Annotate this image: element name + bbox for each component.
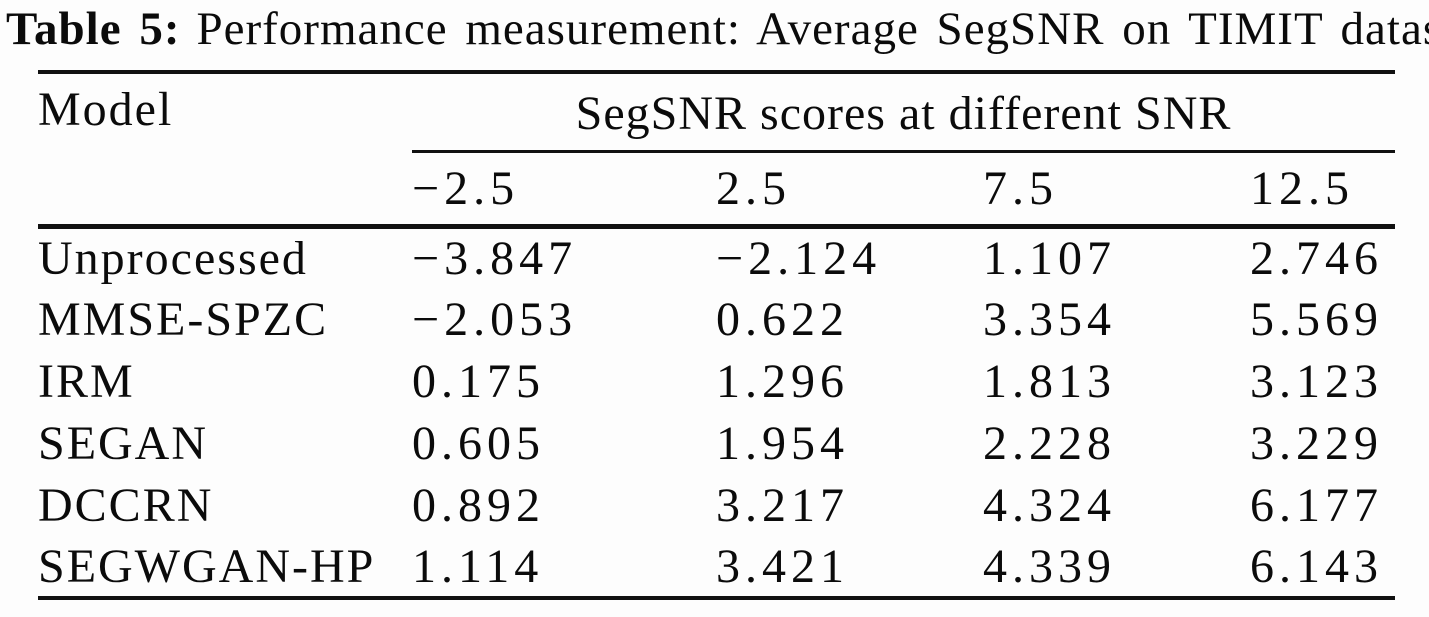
value-cell: 0.605 (412, 416, 545, 470)
results-table: Model SegSNR scores at different SNR −2.… (38, 70, 1396, 600)
value-cell: −2.124 (716, 231, 882, 285)
value-cell: 1.296 (716, 354, 849, 408)
caption-label: Table 5: (6, 3, 181, 55)
value-cell: 0.892 (412, 478, 545, 532)
table-row: Unprocessed −3.847 −2.124 1.107 2.746 (38, 226, 1395, 288)
table-header: Model SegSNR scores at different SNR −2.… (38, 72, 1396, 226)
model-cell: Unprocessed (38, 231, 308, 285)
value-cell: 1.114 (412, 539, 544, 593)
model-cell: IRM (38, 354, 135, 408)
value-cell: 4.339 (983, 539, 1116, 593)
model-cell: SEGWGAN-HP (38, 539, 376, 593)
snr-header-neg2p5: −2.5 (412, 161, 520, 215)
snr-header-2p5: 2.5 (716, 161, 791, 215)
value-cell: −3.847 (412, 231, 578, 285)
value-cell: 5.569 (1250, 292, 1383, 346)
table-row: DCCRN 0.892 3.217 4.324 6.177 (38, 474, 1395, 536)
table-row: SEGAN 0.605 1.954 2.228 3.229 (38, 412, 1395, 474)
snr-header-7p5: 7.5 (983, 161, 1058, 215)
value-cell: 0.175 (412, 354, 545, 408)
value-cell: 3.123 (1250, 354, 1383, 408)
table-body: Unprocessed −3.847 −2.124 1.107 2.746 MM… (38, 226, 1395, 598)
value-cell: 2.228 (983, 416, 1116, 470)
value-cell: 3.229 (1250, 416, 1383, 470)
table-caption: Table 5: Performance measurement: Average… (6, 0, 1429, 58)
value-cell: 0.622 (716, 292, 849, 346)
value-cell: 1.107 (983, 231, 1116, 285)
value-cell: −2.053 (412, 292, 578, 346)
value-cell: 6.177 (1250, 478, 1383, 532)
snr-header-12p5: 12.5 (1250, 161, 1354, 215)
header-row-group: Model SegSNR scores at different SNR (38, 72, 1396, 153)
table-row: SEGWGAN-HP 1.114 3.421 4.339 6.143 (38, 536, 1395, 598)
value-cell: 1.954 (716, 416, 849, 470)
value-cell: 1.813 (983, 354, 1116, 408)
model-cell: DCCRN (38, 478, 214, 532)
model-cell: SEGAN (38, 416, 209, 470)
segsnr-group-header: SegSNR scores at different SNR (412, 72, 1396, 153)
value-cell: 2.746 (1250, 231, 1383, 285)
header-row-snr: −2.5 2.5 7.5 12.5 (38, 151, 1395, 226)
value-cell: 6.143 (1250, 539, 1383, 593)
value-cell: 3.217 (716, 478, 849, 532)
table-row: MMSE-SPZC −2.053 0.622 3.354 5.569 (38, 288, 1395, 350)
value-cell: 3.421 (716, 539, 849, 593)
model-column-header: Model (38, 83, 174, 136)
value-cell: 4.324 (983, 478, 1116, 532)
model-cell: MMSE-SPZC (38, 292, 329, 346)
value-cell: 3.354 (983, 292, 1116, 346)
table-row: IRM 0.175 1.296 1.813 3.123 (38, 350, 1395, 412)
caption-text: Performance measurement: Average SegSNR … (196, 3, 1429, 55)
